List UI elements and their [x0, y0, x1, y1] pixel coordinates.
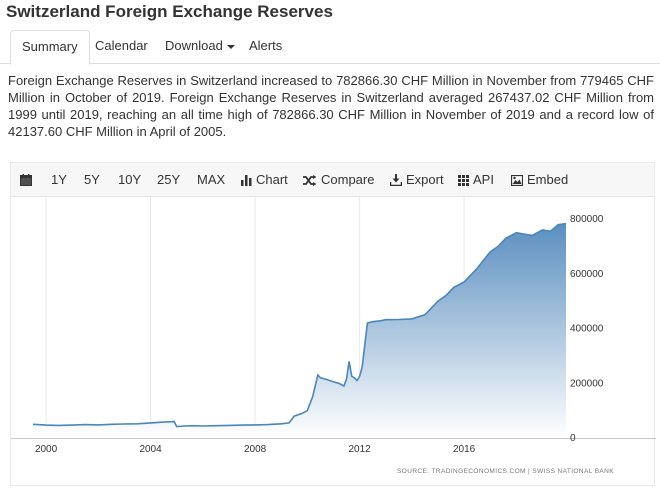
- y-tick-label: 0: [570, 433, 576, 444]
- page-title: Switzerland Foreign Exchange Reserves: [6, 2, 333, 21]
- grid-icon: [458, 175, 469, 186]
- x-tick-label: 2008: [244, 444, 267, 455]
- range-10y-button[interactable]: 10Y: [118, 172, 142, 187]
- x-tick-label: 2000: [35, 444, 58, 455]
- image-icon: [510, 174, 524, 187]
- api-button[interactable]: API: [458, 163, 494, 197]
- y-tick-label: 200000: [570, 378, 604, 389]
- compare-button[interactable]: Compare: [303, 163, 374, 197]
- embed-button-label: Embed: [527, 172, 569, 187]
- calendar-icon[interactable]: [20, 163, 36, 197]
- compare-button-label: Compare: [321, 172, 375, 187]
- range-1y-button[interactable]: 1Y: [51, 172, 67, 187]
- x-tick-label: 2016: [453, 444, 476, 455]
- reserves-area: [33, 223, 566, 438]
- reserves-line: [32, 222, 567, 428]
- summary-text: Foreign Exchange Reserves in Switzerland…: [8, 73, 654, 139]
- range-25y-button[interactable]: 25Y: [157, 172, 181, 187]
- source-credit: SOURCE: TRADINGECONOMICS.COM | SWISS NAT…: [397, 468, 614, 475]
- y-tick-label: 400000: [570, 324, 604, 335]
- tab-calendar[interactable]: Calendar: [95, 38, 148, 53]
- reserves-chart: 2000 2004 2008 2012 2016 0 200000 400000 600000…: [11, 197, 656, 455]
- chart-button-label: Chart: [256, 172, 288, 187]
- shuffle-icon: [303, 175, 317, 186]
- tab-alerts[interactable]: Alerts: [249, 38, 283, 53]
- tab-download[interactable]: Download: [154, 30, 246, 64]
- chart-button[interactable]: Chart: [241, 163, 288, 197]
- tab-download-label: Download: [165, 38, 223, 53]
- y-tick-label: 800000: [570, 214, 604, 225]
- nav-tabs: Summary Calendar Download Alerts: [0, 26, 660, 65]
- x-tick-label: 2004: [139, 444, 162, 455]
- export-button-label: Export: [406, 172, 444, 187]
- api-button-label: API: [473, 172, 494, 187]
- chart-container: 2000 2004 2008 2012 2016 0 200000 400000 600000…: [10, 196, 656, 486]
- bar-chart-icon: [241, 175, 252, 186]
- chart-toolbar: 1Y 5Y 10Y 25Y MAX Chart Compare Export A…: [10, 162, 655, 196]
- download-icon: [389, 174, 403, 187]
- caret-down-icon: [226, 44, 235, 49]
- y-tick-label: 600000: [570, 269, 604, 280]
- export-button[interactable]: Export: [389, 163, 444, 197]
- range-max-button[interactable]: MAX: [197, 172, 226, 187]
- embed-button[interactable]: Embed: [510, 163, 569, 197]
- range-5y-button[interactable]: 5Y: [84, 172, 100, 187]
- tab-summary[interactable]: Summary: [10, 30, 90, 65]
- x-tick-label: 2012: [348, 444, 371, 455]
